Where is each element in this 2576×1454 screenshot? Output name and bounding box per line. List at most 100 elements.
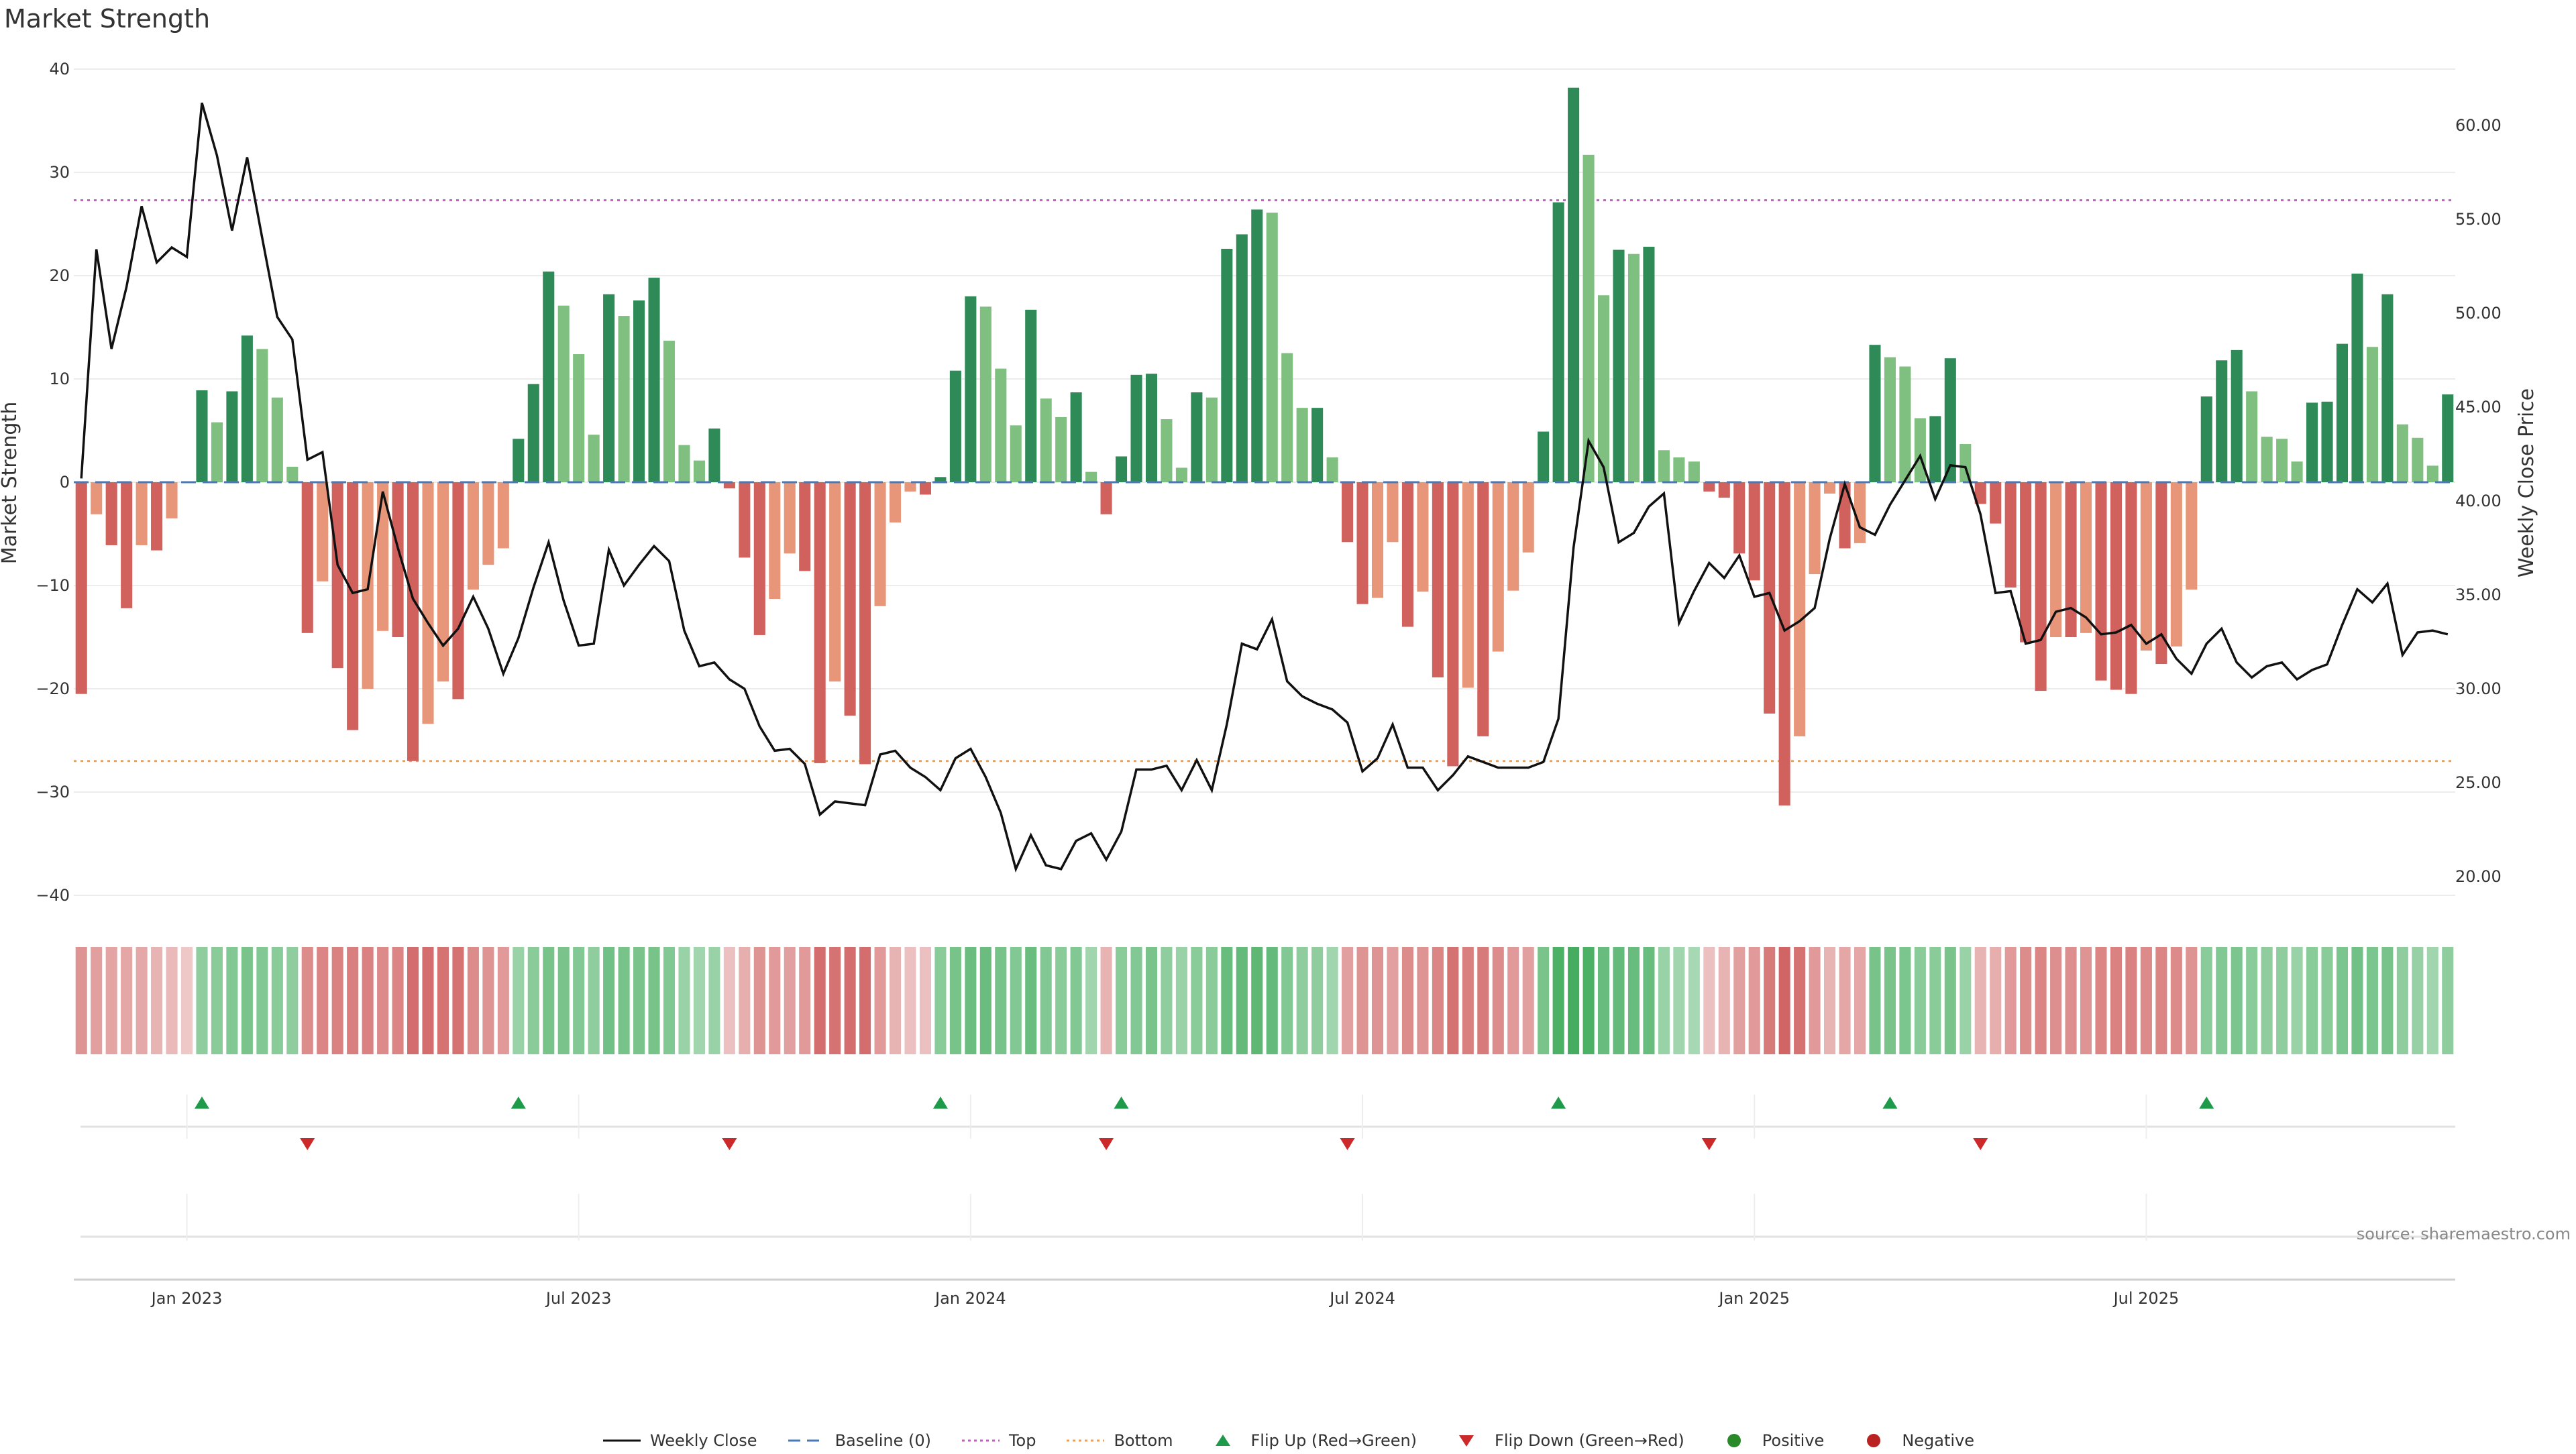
strip-cell xyxy=(573,947,585,1054)
strength-bar xyxy=(1658,450,1670,482)
strip-cell xyxy=(1371,947,1384,1054)
strip-cell xyxy=(2261,947,2273,1054)
strip-cell xyxy=(2246,947,2258,1054)
strip-cell xyxy=(1161,947,1173,1054)
strip-cell xyxy=(1236,947,1248,1054)
strength-bar xyxy=(1311,408,1324,482)
strip-cell xyxy=(1748,947,1760,1054)
strip-cell xyxy=(452,947,464,1054)
strip-cell xyxy=(2291,947,2303,1054)
strip-cell xyxy=(377,947,389,1054)
strip-cell xyxy=(753,947,765,1054)
x-tick-label: Jan 2025 xyxy=(1717,1289,1790,1308)
strip-cell xyxy=(1326,947,1338,1054)
legend-item: Negative xyxy=(1854,1431,1974,1450)
strength-bar xyxy=(2306,402,2318,482)
strip-cell xyxy=(1869,947,1881,1054)
strength-bar xyxy=(648,278,660,482)
strip-cell xyxy=(1552,947,1564,1054)
strength-bar xyxy=(1447,482,1459,767)
strip-cell xyxy=(1145,947,1158,1054)
strip-cell xyxy=(497,947,509,1054)
strip-cell xyxy=(2155,947,2167,1054)
right-tick-label: 60.00 xyxy=(2455,116,2502,135)
strip-cell xyxy=(663,947,676,1054)
strip-cell xyxy=(1116,947,1128,1054)
legend-item: Positive xyxy=(1714,1431,1824,1450)
legend-item: Bottom xyxy=(1065,1431,1173,1450)
strength-bar xyxy=(2095,482,2107,681)
strength-bar xyxy=(2231,349,2243,482)
strength-bar xyxy=(1100,482,1112,514)
strip-cell xyxy=(1356,947,1368,1054)
strip-cell xyxy=(241,947,253,1054)
flip-down-marker xyxy=(300,1138,315,1150)
weekly-close-line xyxy=(80,102,2449,873)
strength-bar xyxy=(2200,396,2212,482)
strength-bars xyxy=(75,87,2454,806)
strip-cell xyxy=(904,947,916,1054)
flip-up-marker xyxy=(932,1097,948,1109)
strip-cell xyxy=(799,947,811,1054)
legend-label: Top xyxy=(1008,1431,1036,1450)
strip-cell xyxy=(739,947,751,1054)
strength-bar xyxy=(2442,394,2454,482)
strength-bar xyxy=(392,482,404,637)
strip-cell xyxy=(633,947,645,1054)
strength-bar xyxy=(934,477,947,482)
strip-cell xyxy=(874,947,886,1054)
strip-cell xyxy=(859,947,871,1054)
reference-lines xyxy=(74,199,2455,763)
strip-cell xyxy=(2035,947,2047,1054)
strength-bar xyxy=(1809,482,1821,575)
left-tick-label: 30 xyxy=(49,163,70,182)
left-tick-label: −40 xyxy=(36,886,70,905)
strip-cell xyxy=(1447,947,1459,1054)
flip-up-marker xyxy=(1551,1097,1566,1109)
strength-bar xyxy=(965,296,977,482)
strip-cell xyxy=(2140,947,2152,1054)
strip-cell xyxy=(1251,947,1263,1054)
strip-cell xyxy=(467,947,479,1054)
strip-cell xyxy=(1477,947,1489,1054)
strength-bar xyxy=(829,482,841,682)
strength-bar xyxy=(75,482,87,694)
x-tick-label: Jul 2023 xyxy=(545,1289,612,1308)
strength-bar xyxy=(1432,482,1444,678)
strength-bar xyxy=(859,482,871,765)
strength-bar xyxy=(1522,482,1534,553)
strength-bar xyxy=(2065,482,2077,637)
flip-up-marker xyxy=(511,1097,526,1109)
flip-down-marker xyxy=(1701,1138,1717,1150)
strip-cell xyxy=(934,947,947,1054)
strength-bar xyxy=(1884,357,1896,482)
strip-cell xyxy=(2442,947,2454,1054)
strength-bar xyxy=(2276,439,2288,482)
strip-cell xyxy=(2231,947,2243,1054)
strip-cell xyxy=(1703,947,1715,1054)
strength-bar xyxy=(1929,416,1941,482)
flip-up-marker xyxy=(1882,1097,1898,1109)
strength-bar xyxy=(256,349,268,482)
strength-bar xyxy=(603,294,615,482)
strength-bar xyxy=(2351,273,2363,482)
strip-cell xyxy=(708,947,720,1054)
strength-bar xyxy=(1552,202,1564,482)
gridlines xyxy=(74,68,2455,896)
strip-cell xyxy=(1718,947,1730,1054)
strength-bar xyxy=(1627,254,1640,482)
strength-bar xyxy=(1764,482,1776,714)
right-tick-label: 50.00 xyxy=(2455,304,2502,323)
strip-cell xyxy=(829,947,841,1054)
strength-bar xyxy=(2004,482,2017,588)
flip-down-marker xyxy=(1099,1138,1114,1150)
strength-bar xyxy=(769,482,781,600)
strength-bar xyxy=(2110,482,2122,690)
strip-cell xyxy=(482,947,494,1054)
dot-purple-icon xyxy=(961,1439,1000,1442)
strip-cell xyxy=(844,947,856,1054)
strength-bar xyxy=(2321,401,2333,482)
strength-bar xyxy=(1824,482,1836,494)
strip-cell xyxy=(392,947,404,1054)
strip-cell xyxy=(226,947,238,1054)
